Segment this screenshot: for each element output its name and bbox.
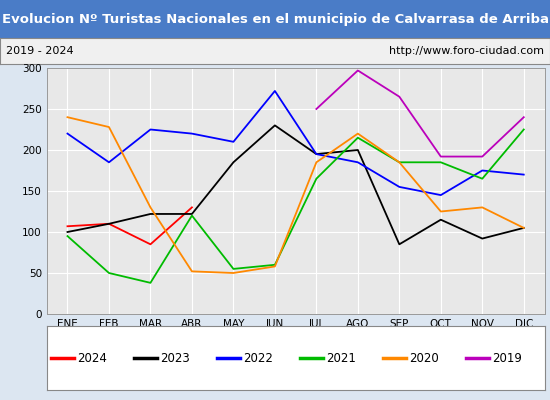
Text: 2019: 2019 xyxy=(492,352,522,364)
Text: 2021: 2021 xyxy=(326,352,356,364)
Text: 2019 - 2024: 2019 - 2024 xyxy=(6,46,73,56)
Text: http://www.foro-ciudad.com: http://www.foro-ciudad.com xyxy=(389,46,544,56)
Text: 2020: 2020 xyxy=(409,352,439,364)
Text: Evolucion Nº Turistas Nacionales en el municipio de Calvarrasa de Arriba: Evolucion Nº Turistas Nacionales en el m… xyxy=(2,12,548,26)
Text: 2023: 2023 xyxy=(161,352,190,364)
Text: 2022: 2022 xyxy=(243,352,273,364)
Text: 2024: 2024 xyxy=(78,352,107,364)
